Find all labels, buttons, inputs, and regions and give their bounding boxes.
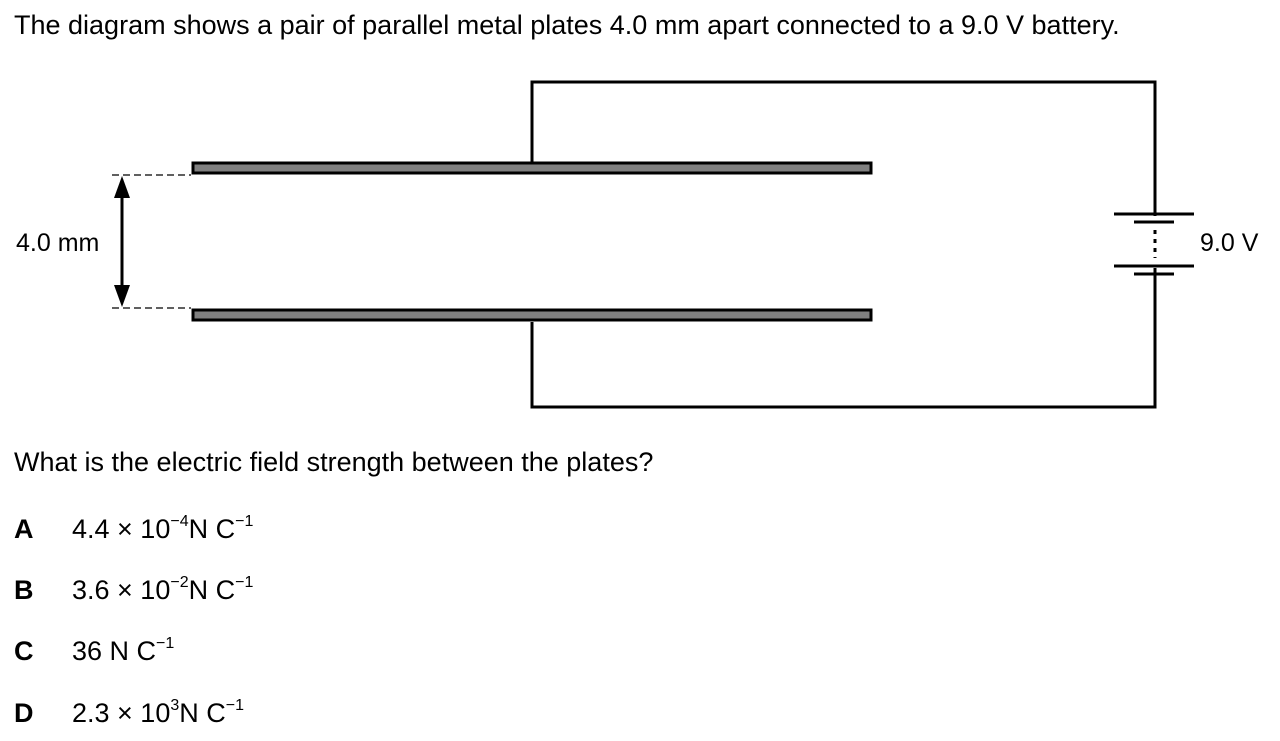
option-mantissa: 3.6 × 10 xyxy=(72,575,171,605)
bottom-plate xyxy=(191,308,873,322)
option-unit-exponent: −1 xyxy=(156,635,175,652)
option-unit-exponent: −1 xyxy=(225,697,244,714)
option-exponent: −4 xyxy=(170,513,189,530)
option-unit-exponent: −1 xyxy=(235,574,254,591)
option-mantissa: 2.3 × 10 xyxy=(72,698,171,728)
option-exponent: 3 xyxy=(170,697,180,714)
option-unit-exponent: −1 xyxy=(235,513,254,530)
option-exponent: −2 xyxy=(170,574,189,591)
option-mantissa: 36 xyxy=(72,636,103,666)
option-d[interactable]: D 2.3 × 103N C−1 xyxy=(14,698,244,729)
option-b[interactable]: B 3.6 × 10−2N C−1 xyxy=(14,575,253,606)
option-unit: N C xyxy=(179,698,226,728)
bottom-wire xyxy=(530,268,1157,409)
battery-symbol xyxy=(1114,212,1194,276)
option-a[interactable]: A 4.4 × 10−4N C−1 xyxy=(14,514,253,545)
option-letter: A xyxy=(14,514,34,544)
option-letter: C xyxy=(14,636,34,666)
option-unit: N C xyxy=(188,575,236,605)
separation-dimension xyxy=(112,174,191,309)
battery-voltage-label: 9.0 V xyxy=(1200,229,1259,257)
option-mantissa: 4.4 × 10 xyxy=(72,514,171,544)
top-wire xyxy=(530,80,1157,216)
intro-text: The diagram shows a pair of parallel met… xyxy=(14,10,1120,40)
option-unit: N C xyxy=(188,514,236,544)
option-letter: D xyxy=(14,698,34,728)
option-unit: N C xyxy=(102,636,157,666)
separation-label: 4.0 mm xyxy=(16,229,99,257)
option-c[interactable]: C 36 N C−1 xyxy=(14,636,174,667)
option-letter: B xyxy=(14,575,34,605)
top-plate xyxy=(191,161,873,175)
question-text: What is the electric field strength betw… xyxy=(14,447,654,477)
